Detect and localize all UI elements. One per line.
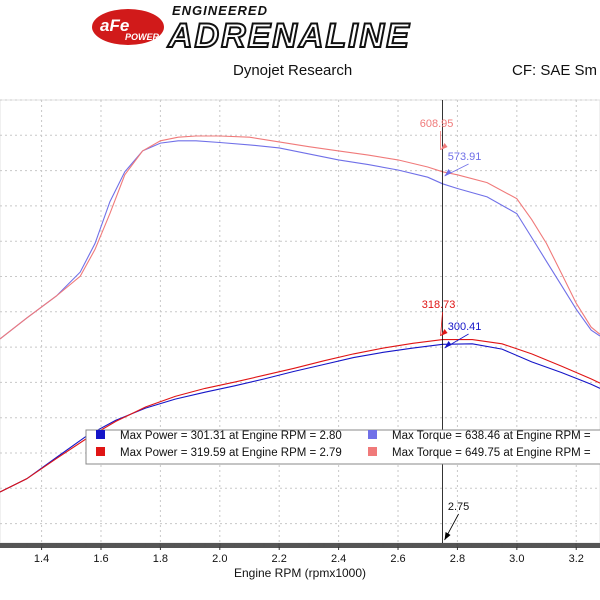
rpm-cursor: 573.91 608.95 300.41 318.73 2.75 (420, 100, 482, 543)
source-label: Dynojet Research (233, 62, 352, 79)
x-tick-label: 2.8 (450, 553, 465, 565)
series-line-torque-1 (0, 135, 600, 340)
legend-box (85, 429, 600, 465)
legend: Max Power = 301.31 at Engine RPM = 2.80 M… (85, 429, 600, 465)
x-tick-label: 2.0 (212, 553, 227, 565)
series-line-torque-0 (0, 140, 600, 340)
x-tick-label: 1.8 (153, 553, 168, 565)
header: aFe POWER ENGINEERED ADRENALINE Dynojet … (0, 0, 600, 100)
grid (0, 99, 600, 543)
cursor-arrowhead-1 (440, 143, 448, 150)
plot-area (0, 99, 600, 544)
x-tick-label: 2.4 (331, 553, 346, 565)
legend-swatch (96, 430, 105, 439)
x-tick-label: 2.2 (272, 553, 287, 565)
series-line-power-2 (0, 343, 600, 493)
x-axis-label: Engine RPM (rpmx1000) (234, 566, 366, 580)
legend-swatch (368, 447, 377, 456)
x-axis-bar (0, 543, 600, 548)
cursor-pointer-3 (440, 311, 443, 337)
correction-label: CF: SAE Sm (512, 62, 597, 79)
cursor-value-label: 573.91 (448, 151, 482, 163)
badge-text: aFe (100, 16, 129, 35)
x-tick-label: 2.6 (390, 553, 405, 565)
x-tick-label: 1.4 (34, 553, 49, 565)
cursor-value-label: 608.95 (420, 118, 454, 130)
x-tick-label: 1.6 (93, 553, 108, 565)
brand-wordmark: ADRENALINE (167, 17, 411, 55)
cursor-arrowhead-0 (444, 169, 452, 176)
legend-entry: Max Power = 319.59 at Engine RPM = 2.79 (120, 447, 342, 459)
brand-tagline: ENGINEERED (172, 3, 268, 18)
cursor-value-label: 300.41 (448, 321, 482, 333)
logo-area: aFe POWER ENGINEERED ADRENALINE Dynojet … (92, 3, 597, 79)
cursor-value-label: 318.73 (422, 299, 456, 311)
cursor-arrowhead-2 (444, 341, 452, 348)
cursor-rpm-arrowhead (444, 532, 451, 540)
legend-swatch (96, 447, 105, 456)
x-tick-label: 3.0 (509, 553, 524, 565)
legend-entry: Max Torque = 638.46 at Engine RPM = (392, 430, 591, 442)
cursor-arrowhead-3 (440, 329, 448, 336)
cursor-rpm-label: 2.75 (448, 501, 469, 513)
x-axis: 1.4 1.6 1.8 2.0 2.2 2.4 2.6 2.8 3.0 3.2 (0, 543, 600, 565)
afe-power-badge: aFe POWER (92, 9, 164, 45)
x-tick-label: 3.2 (569, 553, 584, 565)
legend-entry: Max Power = 301.31 at Engine RPM = 2.80 (120, 430, 342, 442)
badge-subtext: POWER (125, 32, 160, 42)
legend-entry: Max Torque = 649.75 at Engine RPM = (392, 447, 591, 459)
legend-swatch (368, 430, 377, 439)
